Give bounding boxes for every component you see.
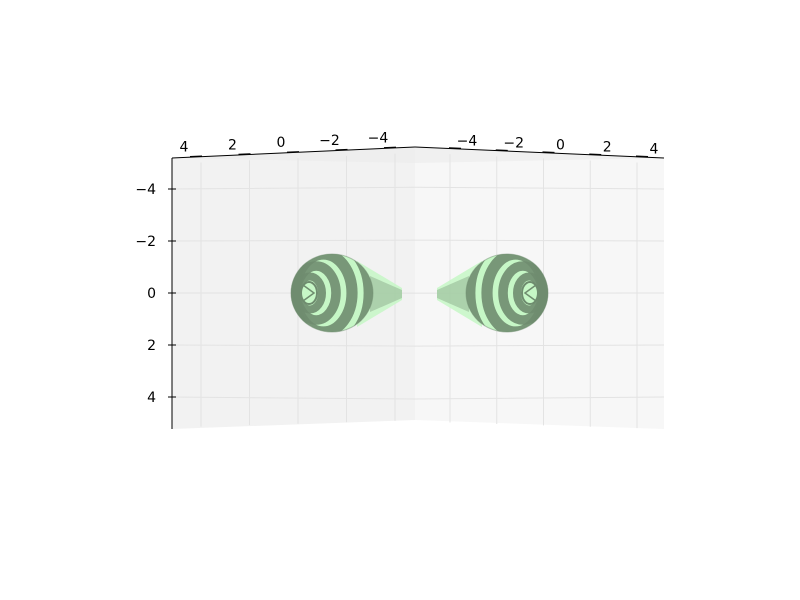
lobe-tail-shade (437, 276, 469, 312)
lobe-cap-seam (523, 284, 537, 302)
left-top-tick-3 (335, 148, 348, 151)
left-lobe (290, 253, 402, 333)
lobe-bands (291, 254, 373, 332)
lobe-bands (466, 254, 548, 332)
vertical-tick-label-2: 0 (147, 286, 156, 302)
right-top-tick-label-4: 4 (650, 142, 659, 158)
right-top-tick-label-2: 0 (556, 137, 565, 153)
right-top-tick-0 (448, 147, 462, 149)
vertical-tick-label-1: −2 (135, 234, 156, 250)
lobe-cap (300, 281, 318, 305)
right-lobe (437, 253, 549, 333)
left-top-tick-label-0: 4 (180, 139, 189, 155)
right-top-tick-3 (589, 153, 602, 155)
left-top-tick-label-4: −4 (368, 131, 389, 147)
right-top-tick-label-1: −2 (503, 135, 524, 151)
left-top-tick-4 (383, 146, 397, 149)
lobe-outline (465, 253, 549, 333)
lobe-outline (290, 253, 374, 333)
top-pane (172, 147, 664, 163)
grid-line-h-4 (171, 396, 665, 400)
left-top-axis-line (171, 146, 416, 159)
left-top-tick-label-3: −2 (319, 133, 340, 149)
grid-line-h-0 (171, 186, 665, 190)
grid-line-h-3 (171, 344, 665, 347)
left-top-tick-2 (286, 151, 300, 153)
left-top-tick-1 (238, 153, 251, 155)
vertical-tick-label-0: −4 (135, 182, 156, 198)
lobe-tail-shade (370, 276, 402, 312)
lobe-ring-3 (293, 272, 326, 314)
lobe-cap (521, 281, 539, 305)
right-top-tick-label-3: 2 (603, 139, 612, 155)
left-top-tick-label-1: 2 (228, 137, 237, 153)
axis-ticks: 4 2 0 −2 −4 −4 −2 0 2 4 −4 −2 0 2 4 (135, 131, 658, 406)
lobe-cap-seam (302, 284, 316, 302)
right-top-tick-2 (542, 151, 555, 153)
grid-lines (171, 153, 665, 429)
grid-line-h-1 (171, 239, 665, 242)
right-top-tick-4 (635, 155, 649, 158)
right-top-axis-line (414, 146, 665, 159)
right-top-tick-1 (495, 149, 508, 151)
vertical-tick-label-4: 4 (147, 390, 156, 406)
lobe-ring-3 (513, 272, 546, 314)
left-top-tick-label-2: 0 (277, 135, 286, 151)
vertical-tick-label-3: 2 (147, 338, 156, 354)
left-top-tick-0 (189, 155, 203, 157)
right-top-tick-label-0: −4 (457, 133, 478, 149)
